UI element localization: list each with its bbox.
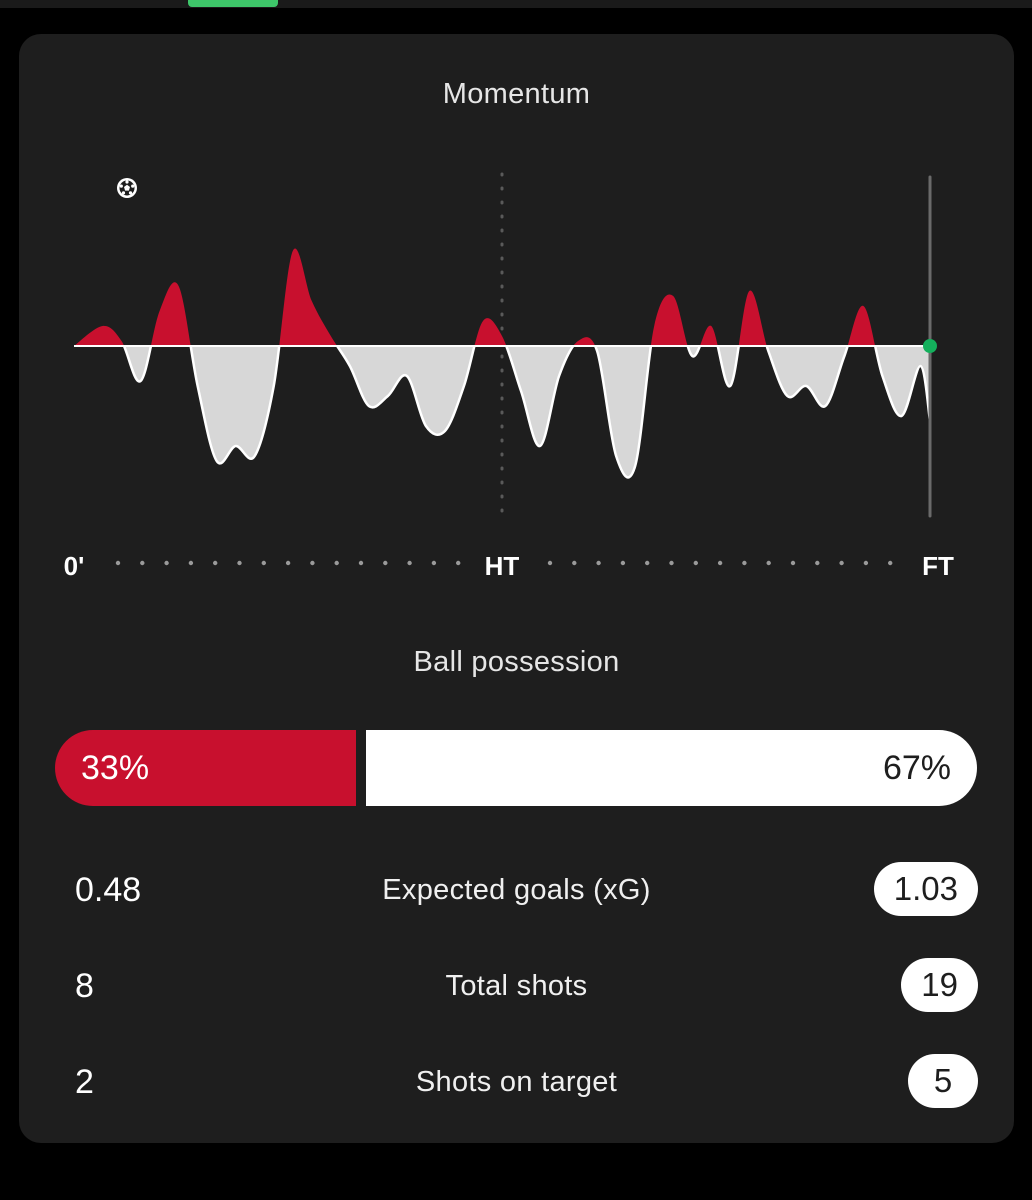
current-time-marker	[923, 339, 937, 353]
momentum-chart[interactable]: 0' HT FT	[19, 34, 1014, 594]
timeline-dot	[839, 560, 844, 566]
timeline-dot	[742, 560, 747, 566]
momentum-title: Momentum	[442, 78, 591, 110]
stat-label: Total shots	[445, 970, 588, 1002]
timeline-dot	[572, 560, 577, 566]
timeline-dot	[140, 560, 145, 566]
stat-label: Shots on target	[415, 1066, 618, 1098]
timeline-dot	[237, 560, 242, 566]
timeline-dot	[456, 560, 461, 566]
possession-bar-home: 33%	[55, 730, 356, 806]
timeline-dot	[547, 560, 553, 566]
timeline-dot	[431, 560, 437, 566]
stat-label: Expected goals (xG)	[382, 874, 651, 906]
possession-away-value: 67%	[882, 748, 951, 787]
timeline-dot	[620, 560, 626, 566]
timeline-dot	[261, 560, 266, 566]
timeline-dot	[334, 560, 339, 566]
timeline-dot	[596, 560, 601, 566]
timeline-dot	[669, 560, 674, 566]
timeline-dot	[645, 560, 650, 566]
timeline-dot	[164, 560, 169, 566]
timeline-dot	[717, 560, 723, 566]
momentum-away-outline	[74, 346, 932, 479]
timeline-dot	[310, 560, 315, 566]
timeline-dot	[358, 560, 364, 566]
timeline-dot	[285, 560, 291, 566]
top-tab-bar	[0, 0, 1032, 8]
stat-row-expected-goals: 0.48 Expected goals (xG) 1.03	[19, 860, 1014, 920]
timeline-dot	[213, 560, 218, 566]
stat-away-value: 1.03	[873, 862, 978, 916]
axis-label-start: 0'	[64, 551, 85, 581]
axis-label-half-time: HT	[485, 551, 520, 581]
stat-home-value: 0.48	[75, 871, 142, 909]
timeline-dot	[766, 560, 771, 566]
stat-row-shots-on-target: 2 Shots on target 5	[19, 1052, 1014, 1112]
momentum-home-area	[74, 248, 930, 346]
momentum-away-area	[74, 346, 930, 478]
timeline-dot	[790, 560, 796, 566]
possession-title: Ball possession	[413, 646, 620, 678]
possession-home-value: 33%	[81, 748, 150, 787]
timeline-dot	[188, 560, 194, 566]
timeline-dot	[693, 560, 698, 566]
timeline-dot	[815, 560, 820, 566]
timeline-dot	[383, 560, 388, 566]
timeline-dot	[115, 560, 121, 566]
stat-row-total-shots: 8 Total shots 19	[19, 956, 1014, 1016]
timeline-dot	[888, 560, 893, 566]
active-tab-indicator	[188, 0, 278, 7]
timeline-dot	[863, 560, 869, 566]
match-stats-card: Momentum 0' HT FT Ball possession 33% 67% …	[19, 34, 1014, 1143]
stat-away-value: 5	[908, 1054, 978, 1108]
possession-bar-away: 67%	[366, 730, 977, 806]
stat-home-value: 8	[75, 967, 94, 1005]
axis-label-full-time: FT	[922, 551, 954, 581]
stat-home-value: 2	[75, 1063, 94, 1101]
timeline-dot	[407, 560, 412, 566]
soccer-ball-icon	[117, 178, 137, 198]
stat-away-value: 19	[901, 958, 978, 1012]
